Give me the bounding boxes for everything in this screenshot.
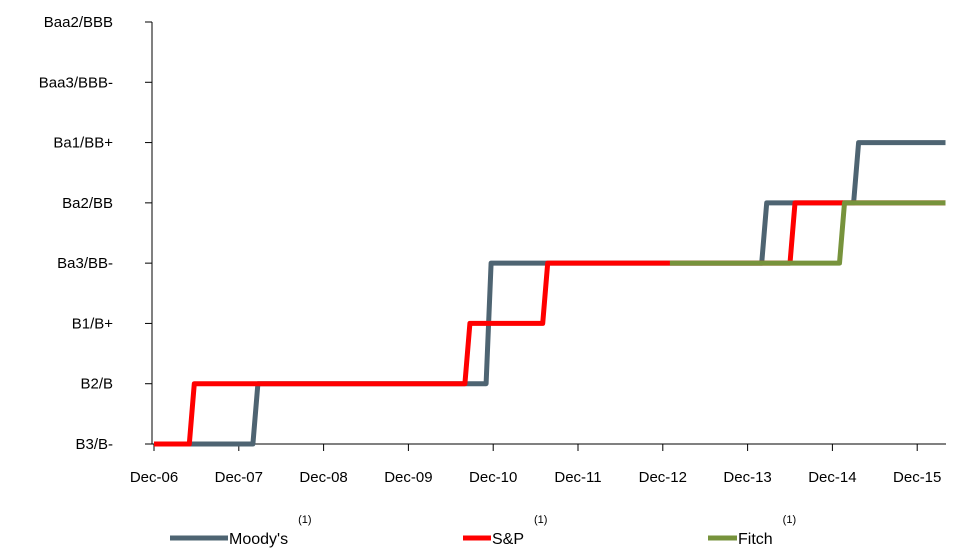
x-tick-label: Dec-14 bbox=[808, 469, 856, 486]
y-tick-label: Baa3/BBB- bbox=[39, 74, 113, 91]
y-tick-label: Ba3/BB- bbox=[57, 255, 113, 272]
axes: B3/B- B2/B B1/B+ Ba3/BB- Ba2/BB Ba1/BB+ Baa3/B… bbox=[39, 14, 946, 486]
y-tick-label: B3/B- bbox=[75, 436, 113, 453]
series-line-fitch bbox=[670, 203, 946, 263]
x-tick-label: Dec-12 bbox=[639, 469, 687, 486]
x-axis-ticks: Dec-06 Dec-07 Dec-08 Dec-09 Dec-10 Dec-11 Dec-… bbox=[130, 444, 942, 486]
series-line-s-p bbox=[154, 203, 946, 444]
x-tick-label: Dec-09 bbox=[384, 469, 432, 486]
y-tick-label: Ba1/BB+ bbox=[53, 135, 113, 152]
series-layer bbox=[154, 143, 946, 444]
x-tick-label: Dec-15 bbox=[893, 469, 941, 486]
y-axis-ticks: B3/B- B2/B B1/B+ Ba3/BB- Ba2/BB Ba1/BB+ Baa3/B… bbox=[39, 14, 152, 453]
legend-superscript: (1) bbox=[298, 514, 311, 526]
y-tick-label: Baa2/BBB bbox=[44, 14, 113, 31]
x-tick-label: Dec-07 bbox=[215, 469, 263, 486]
y-tick-label: Ba2/BB bbox=[62, 195, 113, 212]
legend-label: S&P bbox=[492, 531, 524, 548]
y-tick-label: B2/B bbox=[80, 376, 113, 393]
y-tick-label: B1/B+ bbox=[72, 315, 114, 332]
legend-label: Fitch bbox=[738, 531, 773, 548]
x-tick-label: Dec-13 bbox=[723, 469, 771, 486]
x-tick-label: Dec-08 bbox=[299, 469, 347, 486]
legend: Moody's (1) S&P (1) Fitch (1) bbox=[170, 514, 796, 548]
legend-label: Moody's bbox=[229, 531, 288, 548]
legend-superscript: (1) bbox=[783, 514, 796, 526]
series-line-moody-s bbox=[154, 143, 946, 444]
x-tick-label: Dec-10 bbox=[469, 469, 517, 486]
x-tick-label: Dec-06 bbox=[130, 469, 178, 486]
x-tick-label: Dec-11 bbox=[554, 469, 601, 486]
legend-superscript: (1) bbox=[534, 514, 547, 526]
